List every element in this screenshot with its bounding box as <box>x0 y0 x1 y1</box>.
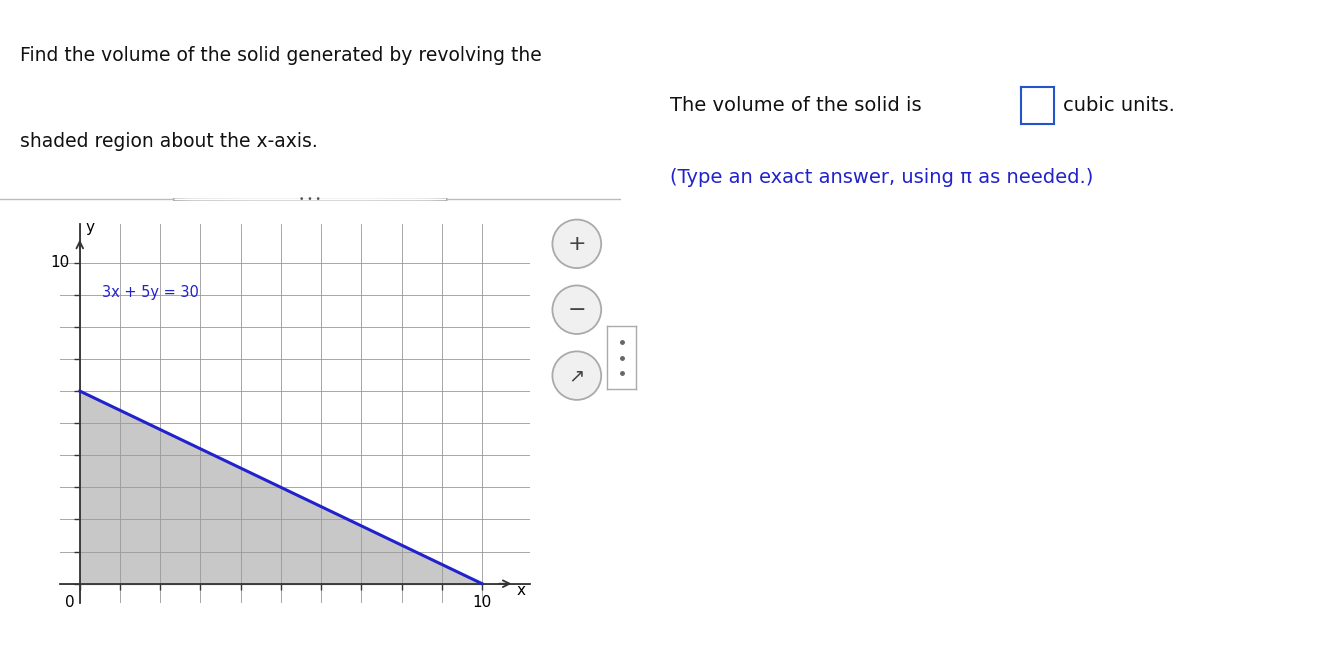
Text: 3x + 5y = 30: 3x + 5y = 30 <box>102 285 199 300</box>
Circle shape <box>553 351 601 400</box>
FancyBboxPatch shape <box>174 198 447 201</box>
Circle shape <box>553 285 601 334</box>
Text: y: y <box>86 220 95 235</box>
Text: 0: 0 <box>65 595 74 610</box>
Text: Find the volume of the solid generated by revolving the: Find the volume of the solid generated b… <box>20 46 541 65</box>
Text: ↗: ↗ <box>569 366 585 385</box>
Text: 10: 10 <box>472 595 492 610</box>
Text: The volume of the solid is: The volume of the solid is <box>670 96 922 115</box>
Text: −: − <box>568 300 586 320</box>
Circle shape <box>553 219 601 268</box>
Text: (Type an exact answer, using π as needed.): (Type an exact answer, using π as needed… <box>670 169 1093 187</box>
Text: 10: 10 <box>50 255 70 270</box>
Text: shaded region about the x-axis.: shaded region about the x-axis. <box>20 132 318 151</box>
Text: cubic units.: cubic units. <box>1063 96 1175 115</box>
Polygon shape <box>80 391 483 584</box>
Text: +: + <box>568 234 586 254</box>
Text: • • •: • • • <box>300 195 321 204</box>
Text: x: x <box>516 583 525 598</box>
